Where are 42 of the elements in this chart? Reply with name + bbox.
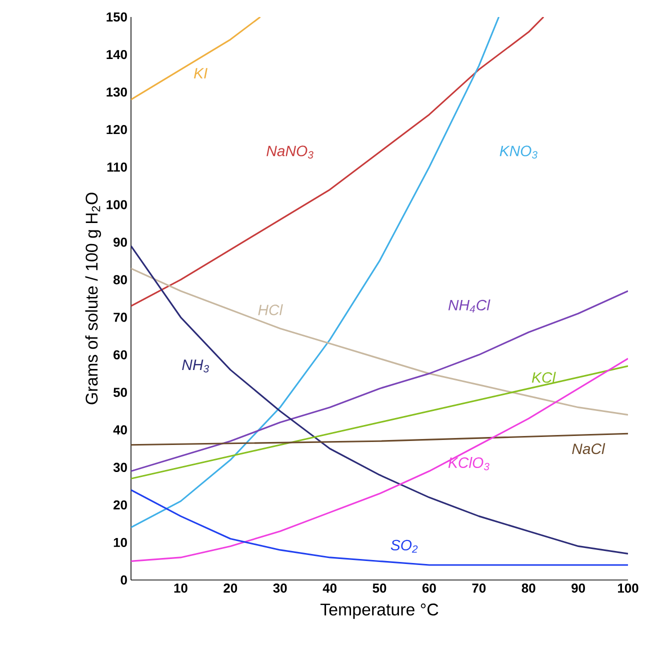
x-tick-label: 70: [472, 584, 486, 593]
y-tick-label: 80: [113, 275, 127, 284]
y-tick-label: 100: [106, 200, 127, 210]
x-tick-label: 100: [618, 584, 638, 593]
x-tick-label: 30: [273, 584, 287, 593]
x-tick-label: 60: [422, 584, 436, 593]
series-label: NH$_{3}$: [182, 360, 209, 372]
y-tick-label: 120: [106, 125, 127, 134]
y-tick-label: 150: [106, 12, 127, 22]
x-tick-label: 80: [522, 584, 536, 593]
line-series: [131, 268, 628, 416]
x-tick-label: 20: [224, 584, 238, 593]
line-series: [131, 290, 628, 472]
y-tick-label: 50: [113, 388, 127, 397]
line-series: [131, 16, 500, 528]
text: KNO$_{3}$: [500, 146, 538, 159]
y-tick-label: 0: [120, 575, 127, 585]
series-label: SO$_{2}$: [390, 540, 418, 553]
y-tick-label: 140: [106, 50, 127, 60]
series-label: KClO$_{3}$: [448, 457, 490, 470]
y-tick-label: 20: [114, 500, 127, 510]
y-tick-label: 30: [113, 462, 127, 472]
x-tick-label: 50: [372, 584, 386, 593]
series-label: KI: [194, 68, 208, 78]
y-tick-label: 110: [107, 162, 127, 172]
text: NaNO$_{3}$: [266, 146, 314, 159]
line-series: [131, 245, 628, 555]
x-tick-label: 40: [322, 584, 336, 593]
series-label: NaCl: [572, 443, 606, 454]
x-tick-label: 90: [572, 584, 585, 593]
y-axis-title: Grams of solute / 100 g H$_{2}$O: [85, 192, 102, 404]
y-tick-label: 130: [106, 87, 127, 97]
y-tick-label: 60: [114, 350, 127, 360]
x-tick-label: 10: [174, 584, 188, 593]
y-tick-label: 70: [114, 312, 127, 322]
y-tick-label: 90: [114, 238, 127, 247]
x-axis-title: Temperature °C: [320, 604, 438, 619]
series-label: KCl: [532, 372, 556, 383]
text: NH$_{4}$Cl: [448, 299, 490, 313]
y-tick-label: 10: [114, 538, 127, 548]
series-label: HCl: [258, 304, 283, 316]
y-tick-label: 40: [113, 425, 127, 434]
